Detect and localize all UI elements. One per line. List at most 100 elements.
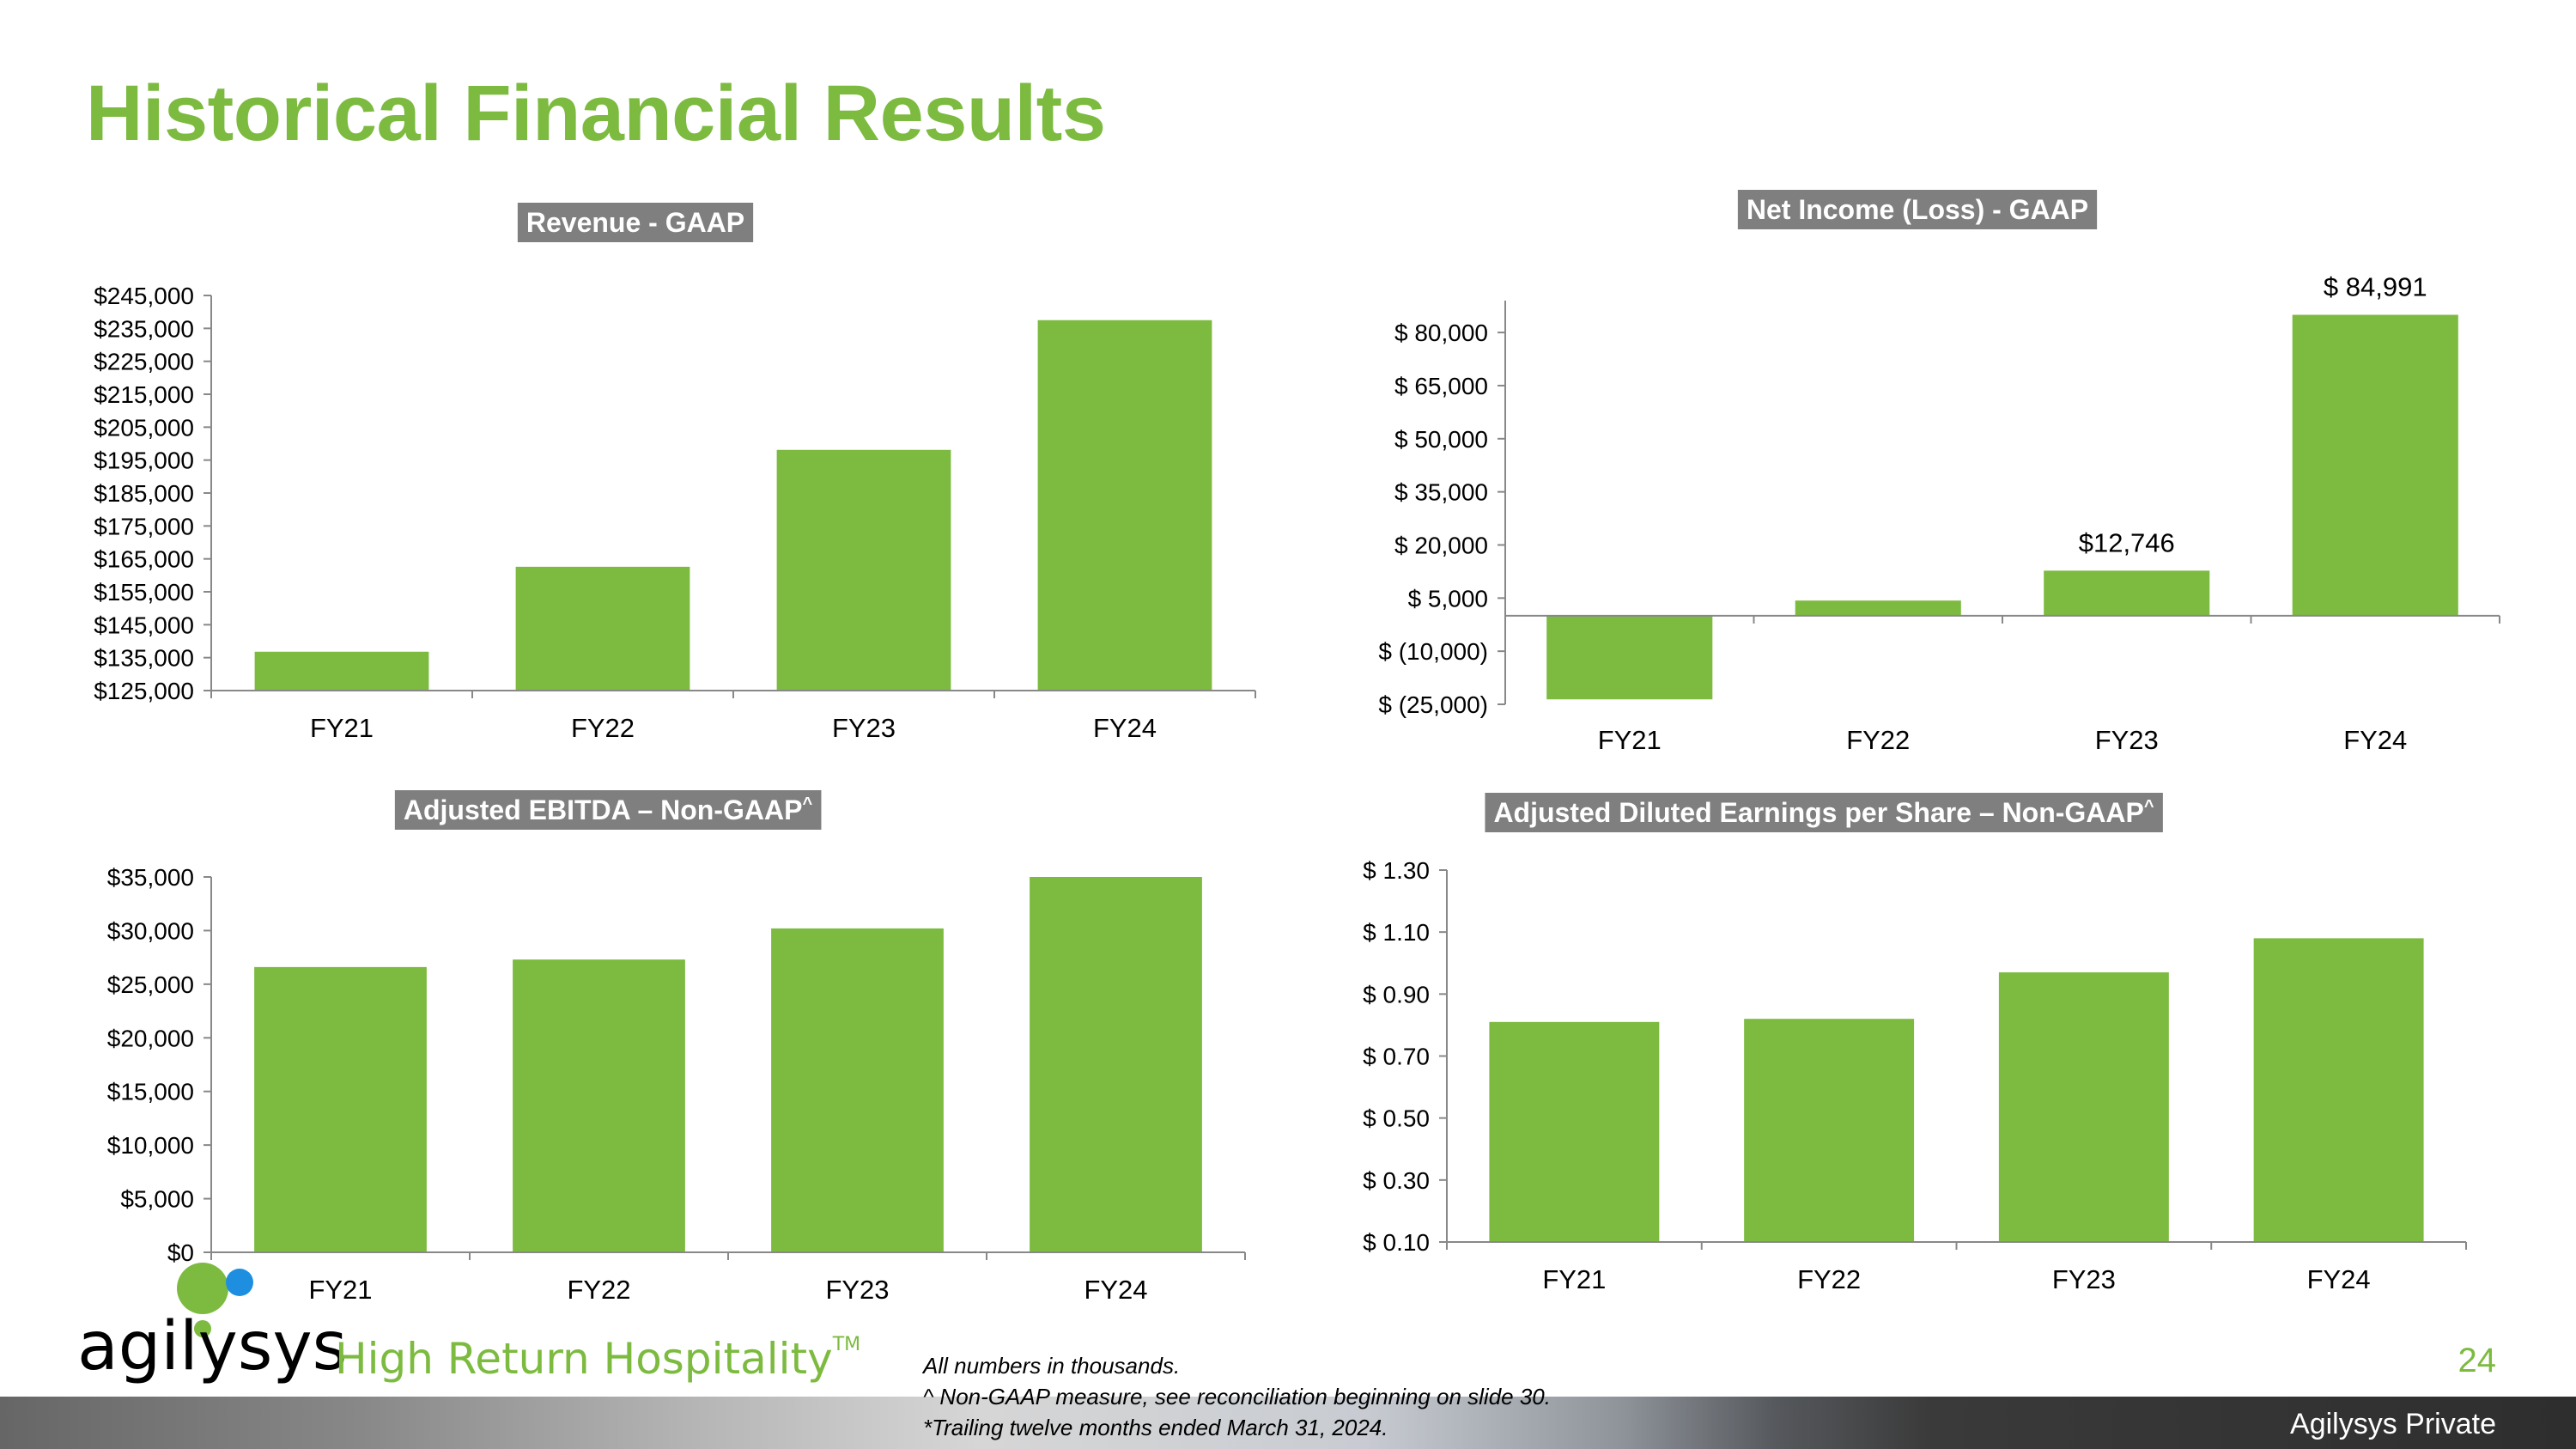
y-tick-label: $245,000 xyxy=(94,283,194,309)
x-tick-label: FY24 xyxy=(2307,1264,2371,1294)
y-tick-label: $20,000 xyxy=(107,1025,194,1051)
y-tick-label: $205,000 xyxy=(94,414,194,441)
chart-title-box: Net Income (Loss) - GAAP xyxy=(1737,190,2098,229)
y-tick-label: $155,000 xyxy=(94,579,194,606)
y-tick-label: $5,000 xyxy=(120,1186,194,1213)
logo-green-dot-icon xyxy=(194,1320,211,1337)
y-tick-label: $ (10,000) xyxy=(1378,638,1488,665)
y-tick-label: $125,000 xyxy=(94,678,194,704)
bar-fy24 xyxy=(1037,320,1212,691)
page-number: 24 xyxy=(2458,1342,2497,1379)
x-tick-label: FY22 xyxy=(1846,725,1910,755)
chart-title-mark: ^ xyxy=(2144,797,2154,816)
x-tick-label: FY23 xyxy=(2095,725,2159,755)
chart-title-background xyxy=(1485,793,2163,832)
logo-blue-circle-icon xyxy=(226,1269,253,1296)
x-tick-label: FY22 xyxy=(571,713,635,743)
footnote: *Trailing twelve months ended March 31, … xyxy=(923,1415,1388,1440)
chart-title-background xyxy=(394,790,822,830)
brand-tagline: High Return HospitalityTM xyxy=(335,1334,861,1384)
footnote: ^ Non-GAAP measure, see reconciliation b… xyxy=(923,1384,1551,1409)
y-tick-label: $25,000 xyxy=(107,971,194,998)
chart-title-background xyxy=(1737,190,2098,229)
x-tick-label: FY21 xyxy=(310,713,374,743)
y-tick-label: $ 0.50 xyxy=(1363,1105,1430,1132)
x-tick-label: FY23 xyxy=(832,713,896,743)
y-tick-label: $ 1.30 xyxy=(1363,857,1430,884)
bar-fy21 xyxy=(254,651,429,691)
y-tick-label: $ 1.10 xyxy=(1363,919,1430,946)
y-tick-label: $195,000 xyxy=(94,447,194,474)
y-tick-label: $ 5,000 xyxy=(1408,585,1488,612)
bar-fy24 xyxy=(1030,877,1202,1252)
x-tick-label: FY22 xyxy=(567,1275,630,1305)
chart-title: Revenue - GAAP xyxy=(526,207,744,238)
x-tick-label: FY23 xyxy=(2052,1264,2116,1294)
data-label-fy23: $12,746 xyxy=(2079,527,2175,557)
x-tick-label: FY24 xyxy=(1093,713,1157,743)
chart-title-background xyxy=(517,203,754,242)
chart-title: Adjusted EBITDA – Non-GAAP^ xyxy=(404,795,813,825)
x-tick-label: FY21 xyxy=(1598,725,1662,755)
y-tick-label: $225,000 xyxy=(94,349,194,375)
y-tick-label: $135,000 xyxy=(94,645,194,672)
x-tick-label: FY24 xyxy=(1084,1275,1147,1305)
chart-title-box: Adjusted Diluted Earnings per Share – No… xyxy=(1485,793,2163,832)
chart-title-mark: ^ xyxy=(802,795,812,813)
y-tick-label: $185,000 xyxy=(94,480,194,507)
chart-title-box: Adjusted EBITDA – Non-GAAP^ xyxy=(394,790,822,830)
bar-fy22 xyxy=(515,566,690,691)
agilysys-logo: agilysys xyxy=(77,1263,347,1385)
y-tick-label: $ 35,000 xyxy=(1394,479,1488,506)
y-tick-label: $ 65,000 xyxy=(1394,373,1488,399)
y-tick-label: $15,000 xyxy=(107,1079,194,1105)
confidentiality-label: Agilysys Private xyxy=(2290,1408,2496,1440)
bar-fy24 xyxy=(2253,938,2424,1242)
logo-green-circle-icon xyxy=(177,1263,228,1314)
y-tick-label: $145,000 xyxy=(94,612,194,638)
trademark-mark: TM xyxy=(832,1334,861,1355)
footnote: All numbers in thousands. xyxy=(923,1353,1181,1379)
x-tick-label: FY22 xyxy=(1797,1264,1861,1294)
bar-fy21 xyxy=(1546,615,1713,700)
y-tick-label: $30,000 xyxy=(107,917,194,944)
x-tick-label: FY23 xyxy=(825,1275,889,1305)
y-tick-label: $10,000 xyxy=(107,1132,194,1159)
chart-title-box: Revenue - GAAP xyxy=(517,203,754,242)
bar-fy22 xyxy=(1744,1019,1915,1242)
data-label-fy24: $ 84,991 xyxy=(2324,272,2427,302)
bar-fy24 xyxy=(2292,314,2458,616)
y-tick-label: $235,000 xyxy=(94,315,194,342)
logo-wordmark: agilysys xyxy=(77,1308,347,1385)
x-tick-label: FY21 xyxy=(1542,1264,1606,1294)
y-tick-label: $0 xyxy=(167,1239,194,1266)
y-tick-label: $ 20,000 xyxy=(1394,532,1488,558)
x-tick-label: FY24 xyxy=(2343,725,2407,755)
y-tick-label: $ 0.10 xyxy=(1363,1229,1430,1256)
y-tick-label: $165,000 xyxy=(94,546,194,573)
bar-fy21 xyxy=(254,966,427,1252)
bar-fy21 xyxy=(1489,1021,1660,1242)
bar-fy23 xyxy=(776,449,951,691)
y-tick-label: $ 0.30 xyxy=(1363,1167,1430,1194)
y-tick-label: $175,000 xyxy=(94,513,194,539)
y-tick-label: $ 0.90 xyxy=(1363,981,1430,1008)
y-tick-label: $ 50,000 xyxy=(1394,426,1488,453)
x-tick-label: FY21 xyxy=(308,1275,372,1305)
bar-fy23 xyxy=(771,928,944,1252)
y-tick-label: $ 0.70 xyxy=(1363,1044,1430,1070)
y-tick-label: $215,000 xyxy=(94,381,194,408)
y-tick-label: $35,000 xyxy=(107,864,194,891)
footer-bar xyxy=(0,1397,2576,1449)
footnotes: All numbers in thousands. ^ Non-GAAP mea… xyxy=(923,1350,1551,1443)
y-tick-label: $ (25,000) xyxy=(1378,691,1488,718)
page-title: Historical Financial Results xyxy=(86,70,1106,157)
bar-fy22 xyxy=(1795,600,1961,616)
bar-fy23 xyxy=(1998,972,2169,1242)
chart-title: Net Income (Loss) - GAAP xyxy=(1747,194,2088,225)
y-tick-label: $ 80,000 xyxy=(1394,320,1488,346)
